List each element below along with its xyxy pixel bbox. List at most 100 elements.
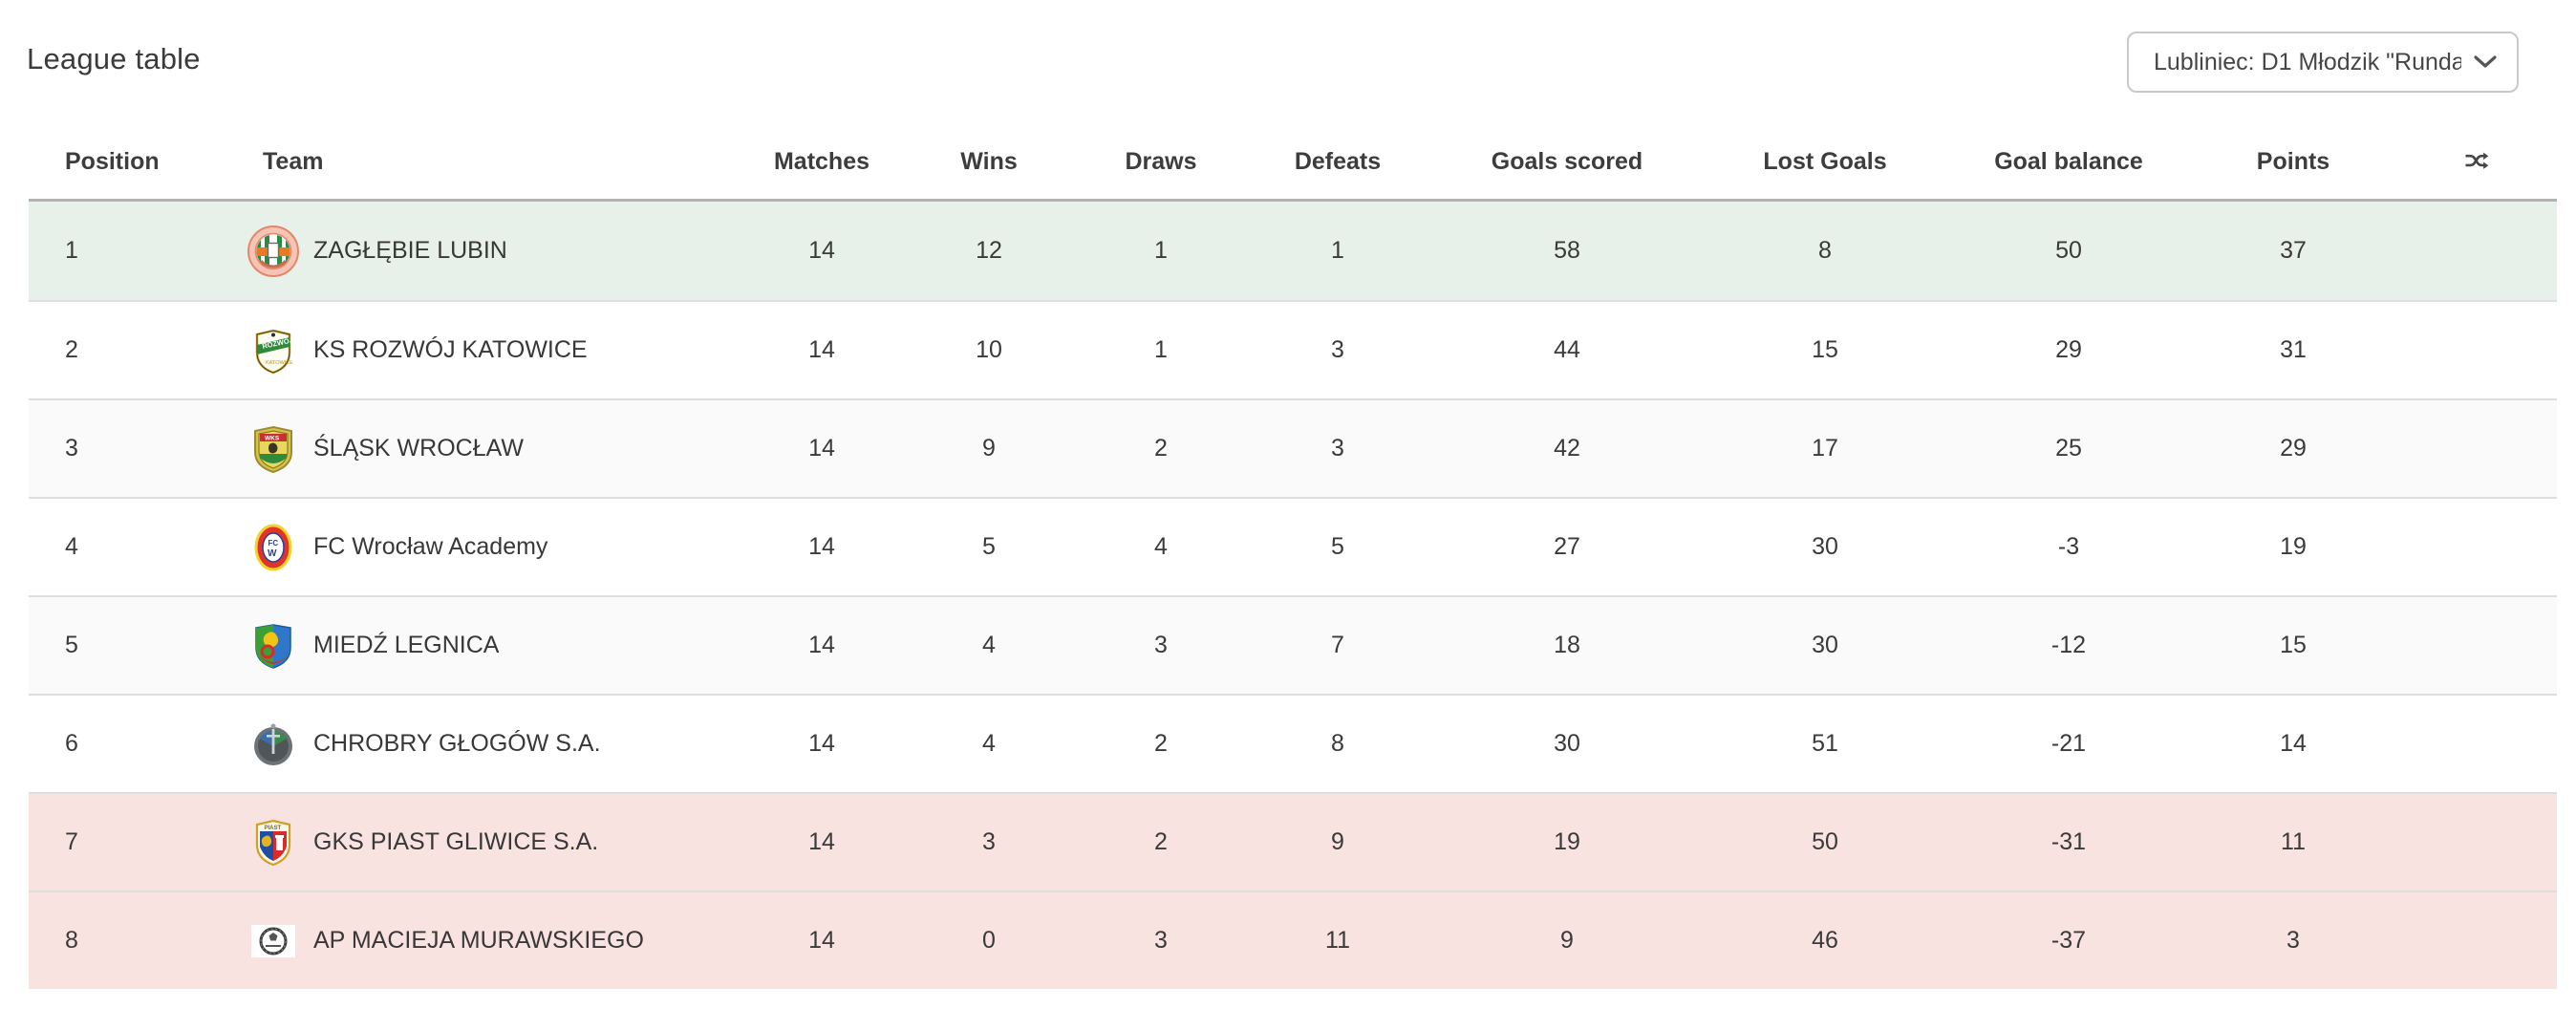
lost-goals-cell: 50 xyxy=(1812,828,1838,855)
shuffle-icon[interactable] xyxy=(2394,148,2557,175)
team-logo-slask-wroclaw-icon: WKS xyxy=(247,422,300,476)
goals-scored-cell: 19 xyxy=(1554,828,1580,855)
team-cell: CHROBRY GŁOGÓW S.A. xyxy=(220,718,741,771)
lost-goals-cell: 51 xyxy=(1812,730,1838,757)
topbar: League table Lubliniec: D1 Młodzik "Rund… xyxy=(0,0,2576,124)
table-row[interactable]: 1 ZA xyxy=(29,202,2557,300)
defeats-cell: 5 xyxy=(1331,533,1344,560)
team-cell: ZAGŁĘBIE LUBIN xyxy=(220,225,741,278)
lost-goals-cell: 46 xyxy=(1812,927,1838,954)
column-header-goal-balance: Goal balance xyxy=(1994,147,2143,175)
defeats-cell: 8 xyxy=(1331,730,1344,757)
goal-balance-cell: -37 xyxy=(2050,927,2087,954)
goals-scored-cell: 44 xyxy=(1554,336,1580,363)
goals-scored-cell: 9 xyxy=(1560,927,1574,954)
page-title: League table xyxy=(27,42,201,75)
matches-cell: 14 xyxy=(808,336,835,363)
position-cell: 4 xyxy=(65,533,78,560)
team-logo-ap-murawskiego-icon xyxy=(247,914,300,968)
league-select-value: Lubliniec: D1 Młodzik "Runda I xyxy=(2154,48,2461,75)
defeats-cell: 11 xyxy=(1325,927,1350,954)
goals-scored-cell: 27 xyxy=(1554,533,1580,560)
column-header-lost-goals: Lost Goals xyxy=(1763,147,1887,175)
team-name: ŚLĄSK WROCŁAW xyxy=(313,435,524,462)
draws-cell: 2 xyxy=(1154,828,1168,855)
wins-cell: 10 xyxy=(976,336,1002,363)
lost-goals-cell: 8 xyxy=(1818,237,1832,264)
column-header-goals-scored: Goals scored xyxy=(1491,147,1643,175)
table-row[interactable]: 7 PIAST GKS PIAST GLIWICE S.A. 14 3 2 9 … xyxy=(29,792,2557,891)
draws-cell: 1 xyxy=(1154,237,1168,264)
table-row[interactable]: 8 AP MACIEJA MURAWSKIEGO 14 0 3 11 9 46 … xyxy=(29,891,2557,989)
column-header-draws: Draws xyxy=(1125,147,1197,175)
team-logo-chrobry-glogow-icon xyxy=(247,718,300,771)
goal-balance-cell: -3 xyxy=(2057,533,2080,560)
wins-cell: 4 xyxy=(982,632,996,658)
table-row[interactable]: 5 MIEDŹ LEGNICA 14 4 3 7 18 30 -12 15 xyxy=(29,595,2557,694)
wins-cell: 4 xyxy=(982,730,996,757)
team-name: CHROBRY GŁOGÓW S.A. xyxy=(313,730,601,757)
team-cell: AP MACIEJA MURAWSKIEGO xyxy=(220,914,741,968)
wins-cell: 0 xyxy=(982,927,996,954)
lost-goals-cell: 15 xyxy=(1812,336,1838,363)
wins-cell: 9 xyxy=(982,435,996,462)
team-name: GKS PIAST GLIWICE S.A. xyxy=(313,828,599,855)
goals-scored-cell: 30 xyxy=(1554,730,1580,757)
team-cell: WKS ŚLĄSK WROCŁAW xyxy=(220,422,741,476)
matches-cell: 14 xyxy=(808,927,835,954)
column-header-matches: Matches xyxy=(773,147,870,175)
goal-balance-cell: 50 xyxy=(2055,237,2082,264)
matches-cell: 14 xyxy=(808,828,835,855)
lost-goals-cell: 30 xyxy=(1812,632,1838,658)
position-cell: 6 xyxy=(65,730,78,757)
points-cell: 3 xyxy=(2286,927,2300,954)
goal-balance-cell: -21 xyxy=(2050,730,2087,757)
position-cell: 5 xyxy=(65,632,78,658)
team-logo-zaglebie-lubin-icon xyxy=(247,225,300,278)
matches-cell: 14 xyxy=(808,435,835,462)
defeats-cell: 9 xyxy=(1331,828,1344,855)
goal-balance-cell: 29 xyxy=(2055,336,2082,363)
defeats-cell: 3 xyxy=(1331,435,1344,462)
column-header-team: Team xyxy=(263,147,324,175)
team-name: MIEDŹ LEGNICA xyxy=(313,632,500,658)
column-header-defeats: Defeats xyxy=(1294,147,1382,175)
column-header-position: Position xyxy=(65,147,160,175)
team-cell: MIEDŹ LEGNICA xyxy=(220,619,741,673)
draws-cell: 3 xyxy=(1154,632,1168,658)
team-logo-fc-wroclaw-academy-icon: FC W xyxy=(247,521,300,574)
team-name: KS ROZWÓJ KATOWICE xyxy=(313,336,588,363)
position-cell: 2 xyxy=(65,336,78,363)
table-row[interactable]: 2 ROZWÓJ KATOWICE KS ROZWÓJ KATOWICE 14 … xyxy=(29,300,2557,398)
table-row[interactable]: 3 WKS ŚLĄSK WROCŁAW 14 9 2 3 42 17 25 29 xyxy=(29,398,2557,497)
draws-cell: 2 xyxy=(1154,730,1168,757)
goals-scored-cell: 18 xyxy=(1554,632,1580,658)
points-cell: 37 xyxy=(2280,237,2307,264)
table-row[interactable]: 4 FC W FC Wrocław Academy 14 5 4 5 27 30… xyxy=(29,497,2557,595)
goal-balance-cell: -31 xyxy=(2050,828,2087,855)
points-cell: 14 xyxy=(2280,730,2307,757)
wins-cell: 5 xyxy=(982,533,996,560)
team-name: ZAGŁĘBIE LUBIN xyxy=(313,237,507,264)
defeats-cell: 3 xyxy=(1331,336,1344,363)
defeats-cell: 7 xyxy=(1331,632,1344,658)
wins-cell: 3 xyxy=(982,828,996,855)
chevron-down-icon xyxy=(2473,54,2498,70)
defeats-cell: 1 xyxy=(1331,237,1344,264)
wins-cell: 12 xyxy=(976,237,1002,264)
goals-scored-cell: 42 xyxy=(1554,435,1580,462)
league-select[interactable]: Lubliniec: D1 Młodzik "Runda I xyxy=(2127,32,2519,93)
table-row[interactable]: 6 CHROBRY GŁOGÓW S.A. 14 4 2 8 30 51 -21… xyxy=(29,694,2557,792)
position-cell: 3 xyxy=(65,435,78,462)
column-header-points: Points xyxy=(2256,147,2330,175)
team-name: FC Wrocław Academy xyxy=(313,533,548,560)
points-cell: 31 xyxy=(2280,336,2307,363)
team-logo-piast-gliwice-icon: PIAST xyxy=(247,816,300,869)
svg-text:PIAST: PIAST xyxy=(265,826,282,831)
lost-goals-cell: 17 xyxy=(1812,435,1838,462)
league-table: Position Team Matches Wins Draws Defeats… xyxy=(29,124,2557,989)
points-cell: 29 xyxy=(2280,435,2307,462)
draws-cell: 3 xyxy=(1154,927,1168,954)
team-cell: PIAST GKS PIAST GLIWICE S.A. xyxy=(220,816,741,869)
team-name: AP MACIEJA MURAWSKIEGO xyxy=(313,927,644,954)
